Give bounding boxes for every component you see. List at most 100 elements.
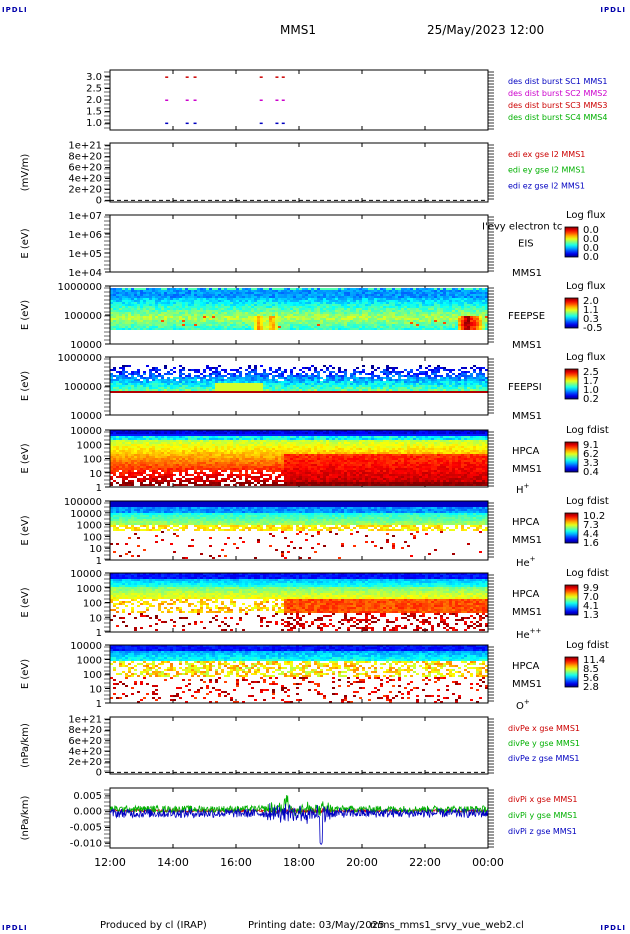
feepse-pixel — [212, 308, 215, 310]
feepse-pixel — [161, 322, 164, 324]
feepse-pixel — [296, 322, 299, 324]
feepsi-pixel — [248, 379, 251, 381]
feepse-pixel — [305, 326, 308, 328]
feepse-pixel — [359, 322, 362, 324]
feepse-pixel — [140, 302, 143, 304]
feepsi-pixel — [464, 391, 467, 393]
feepse-pixel — [215, 328, 218, 330]
feepsi-pixel — [380, 385, 383, 387]
feepse-pixel — [137, 288, 140, 290]
feepse-pixel — [293, 288, 296, 290]
feepse-pixel — [383, 316, 386, 318]
hpca_h-pixel — [155, 456, 158, 458]
hpca_h-pixel — [173, 470, 176, 472]
feepsi-pixel — [365, 385, 368, 387]
feepse-pixel — [437, 290, 440, 292]
feepse-pixel — [155, 304, 158, 306]
feepse-pixel — [188, 324, 191, 326]
feepse-pixel — [173, 294, 176, 296]
feepse-pixel — [287, 310, 290, 312]
feepse-pixel — [125, 326, 128, 328]
hpca_h-pixel — [128, 458, 131, 460]
hpca_h-pixel — [131, 466, 134, 468]
feepse-pixel — [335, 310, 338, 312]
hpca_h-pixel — [152, 462, 155, 464]
hpca_h-spectrogram — [110, 430, 488, 486]
hpca_h-pixel — [116, 444, 119, 446]
feepsi-pixel — [200, 385, 203, 387]
feepse-pixel — [119, 302, 122, 304]
feepse-pixel — [248, 288, 251, 290]
feepsi-pixel — [239, 391, 242, 393]
hpca_h-pixel — [116, 450, 119, 452]
hpca_h-pixel — [170, 460, 173, 462]
feepse-pixel — [305, 302, 308, 304]
feepse-pixel — [341, 318, 344, 320]
feepse-pixel — [326, 320, 329, 322]
feepse-pixel — [389, 306, 392, 308]
feepse-pixel — [137, 328, 140, 330]
feepsi-pixel — [110, 377, 113, 379]
burst-marker — [259, 99, 263, 101]
feepse-pixel — [428, 312, 431, 314]
feepse-pixel — [200, 290, 203, 292]
feepsi-pixel — [146, 387, 149, 389]
feepse-pixel — [476, 314, 479, 316]
feepse-pixel — [212, 290, 215, 292]
feepse-pixel — [479, 300, 482, 302]
hpca_h-pixel — [146, 464, 149, 466]
feepse-pixel — [131, 288, 134, 290]
feepsi-pixel — [356, 379, 359, 381]
hpca_h-pixel — [149, 470, 152, 472]
feepsi-pixel — [434, 369, 437, 371]
feepse-pixel — [350, 314, 353, 316]
feepse-pixel — [302, 294, 305, 296]
feepse-pixel — [347, 292, 350, 294]
feepse-pixel — [215, 316, 218, 318]
feepsi-pixel — [467, 385, 470, 387]
feepsi-pixel — [248, 375, 251, 377]
feepse-pixel — [308, 306, 311, 308]
feepse-pixel — [479, 316, 482, 318]
feepse-pixel — [152, 300, 155, 302]
feepsi-pixel — [446, 385, 449, 387]
feepse-pixel — [317, 298, 320, 300]
feepse-pixel — [197, 292, 200, 294]
feepsi-pixel — [215, 367, 218, 369]
feepse-pixel — [398, 316, 401, 318]
feepse-pixel — [176, 310, 179, 312]
hpca_h-pixel — [131, 440, 134, 442]
feepse-pixel — [317, 322, 320, 324]
feepse-pixel — [479, 326, 482, 328]
feepsi-pixel — [170, 389, 173, 391]
hpca_h-pixel — [179, 460, 182, 462]
feepsi-pixel — [476, 383, 479, 385]
feepse-pixel — [377, 318, 380, 320]
feepse-pixel — [140, 308, 143, 310]
feepse-pixel — [128, 304, 131, 306]
feepse-pixel — [452, 288, 455, 290]
feepse-pixel — [344, 302, 347, 304]
feepse-pixel — [197, 314, 200, 316]
feepsi-pixel — [263, 373, 266, 375]
feepse-pixel — [470, 328, 473, 330]
feepse-pixel — [314, 300, 317, 302]
feepsi-pixel — [281, 377, 284, 379]
feepsi-pixel — [386, 383, 389, 385]
feepsi-pixel — [260, 379, 263, 381]
feepse-pixel — [470, 326, 473, 328]
feepse-pixel — [437, 326, 440, 328]
feepse-pixel — [212, 324, 215, 326]
feepse-pixel — [335, 314, 338, 316]
feepse-pixel — [260, 312, 263, 314]
feepse-pixel — [278, 290, 281, 292]
feepsi-pixel — [179, 365, 182, 367]
feepsi-pixel — [407, 379, 410, 381]
feepse-pixel — [419, 318, 422, 320]
hpca_h-pixel — [158, 476, 161, 478]
feepsi-pixel — [365, 379, 368, 381]
feepse-pixel — [380, 288, 383, 290]
feepse-pixel — [473, 298, 476, 300]
feepsi-pixel — [476, 385, 479, 387]
hpca_h-pixel — [110, 478, 113, 480]
